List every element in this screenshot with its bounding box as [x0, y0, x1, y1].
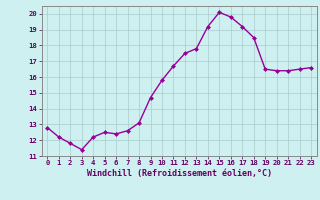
X-axis label: Windchill (Refroidissement éolien,°C): Windchill (Refroidissement éolien,°C) [87, 169, 272, 178]
